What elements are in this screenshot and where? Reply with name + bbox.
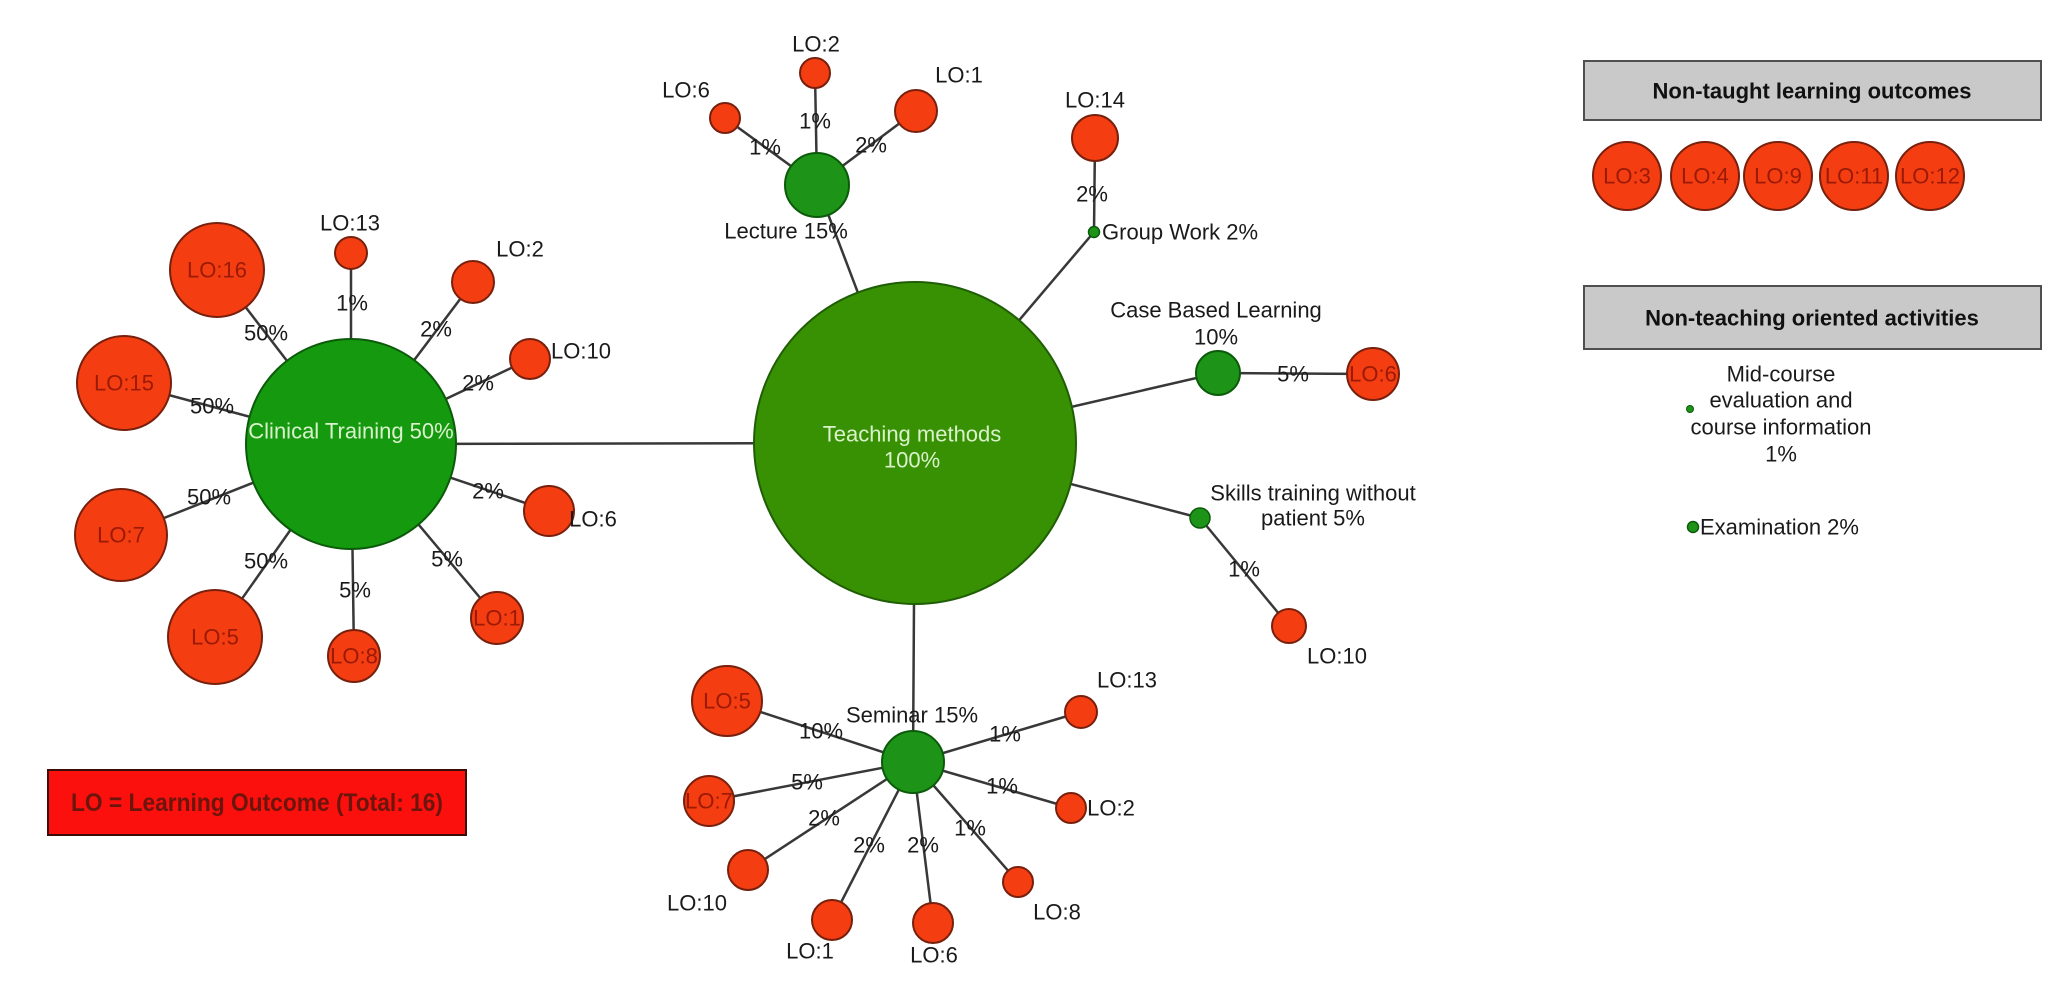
svg-text:5%: 5%: [791, 770, 823, 795]
svg-text:LO:4: LO:4: [1681, 164, 1729, 189]
svg-text:1%: 1%: [989, 722, 1021, 747]
svg-text:2%: 2%: [855, 133, 887, 158]
svg-text:1%: 1%: [986, 774, 1018, 799]
svg-text:2%: 2%: [853, 833, 885, 858]
svg-text:LO:9: LO:9: [1754, 164, 1802, 189]
svg-text:1%: 1%: [1765, 442, 1797, 467]
svg-text:LO:2: LO:2: [1087, 796, 1135, 821]
svg-text:LO:2: LO:2: [496, 237, 544, 262]
svg-text:evaluation and: evaluation and: [1709, 388, 1852, 413]
svg-text:LO:10: LO:10: [667, 891, 727, 916]
svg-text:LO:2: LO:2: [792, 32, 840, 57]
svg-text:LO:5: LO:5: [703, 689, 751, 714]
svg-text:LO:6: LO:6: [910, 943, 958, 968]
svg-text:LO:1: LO:1: [935, 63, 983, 88]
svg-text:50%: 50%: [187, 485, 231, 510]
svg-text:Non-teaching oriented activiti: Non-teaching oriented activities: [1645, 306, 1979, 331]
svg-text:Clinical Training 50%: Clinical Training 50%: [248, 419, 453, 444]
svg-text:2%: 2%: [462, 371, 494, 396]
svg-text:LO:12: LO:12: [1900, 164, 1960, 189]
svg-text:LO:6: LO:6: [569, 507, 617, 532]
svg-text:1%: 1%: [336, 291, 368, 316]
svg-text:Case Based Learning: Case Based Learning: [1110, 298, 1322, 323]
svg-text:LO:5: LO:5: [191, 625, 239, 650]
svg-text:100%: 100%: [884, 448, 940, 473]
svg-text:LO:16: LO:16: [187, 258, 247, 283]
svg-text:Mid-course: Mid-course: [1727, 362, 1836, 387]
svg-text:LO:13: LO:13: [1097, 668, 1157, 693]
svg-text:LO:7: LO:7: [685, 789, 733, 814]
svg-text:2%: 2%: [472, 479, 504, 504]
svg-text:2%: 2%: [808, 806, 840, 831]
svg-text:Skills training without: Skills training without: [1210, 481, 1415, 506]
svg-text:10%: 10%: [1194, 325, 1238, 350]
svg-text:LO:11: LO:11: [1825, 164, 1883, 189]
svg-text:50%: 50%: [244, 549, 288, 574]
svg-text:5%: 5%: [1277, 362, 1309, 387]
svg-text:LO:3: LO:3: [1603, 164, 1651, 189]
svg-text:Lecture 15%: Lecture 15%: [724, 219, 848, 244]
svg-text:LO = Learning Outcome (Total:: LO = Learning Outcome (Total: 16): [71, 789, 443, 817]
svg-text:LO:6: LO:6: [1349, 362, 1397, 387]
svg-text:LO:14: LO:14: [1065, 88, 1125, 113]
svg-text:patient 5%: patient 5%: [1261, 506, 1365, 531]
svg-text:LO:1: LO:1: [473, 606, 521, 631]
svg-text:Teaching methods: Teaching methods: [823, 422, 1002, 447]
svg-text:2%: 2%: [1076, 182, 1108, 207]
svg-text:LO:8: LO:8: [1033, 900, 1081, 925]
svg-text:Seminar 15%: Seminar 15%: [846, 703, 978, 728]
svg-text:course information: course information: [1691, 415, 1872, 440]
svg-text:LO:10: LO:10: [1307, 644, 1367, 669]
svg-text:10%: 10%: [799, 719, 843, 744]
svg-text:1%: 1%: [1228, 557, 1260, 582]
svg-text:LO:13: LO:13: [320, 211, 380, 236]
svg-text:LO:15: LO:15: [94, 371, 154, 396]
svg-text:Group Work 2%: Group Work 2%: [1102, 220, 1258, 245]
svg-text:1%: 1%: [749, 135, 781, 160]
svg-text:Non-taught learning outcomes: Non-taught learning outcomes: [1653, 79, 1972, 104]
svg-text:2%: 2%: [420, 317, 452, 342]
svg-text:5%: 5%: [431, 547, 463, 572]
svg-text:1%: 1%: [799, 109, 831, 134]
svg-text:LO:6: LO:6: [662, 78, 710, 103]
svg-text:5%: 5%: [339, 578, 371, 603]
svg-text:LO:7: LO:7: [97, 523, 145, 548]
svg-text:50%: 50%: [244, 321, 288, 346]
svg-text:1%: 1%: [954, 816, 986, 841]
svg-text:Examination 2%: Examination 2%: [1700, 515, 1859, 540]
svg-text:LO:10: LO:10: [551, 339, 611, 364]
svg-text:LO:8: LO:8: [330, 644, 378, 669]
svg-text:50%: 50%: [190, 394, 234, 419]
svg-text:2%: 2%: [907, 833, 939, 858]
svg-text:LO:1: LO:1: [786, 939, 834, 964]
